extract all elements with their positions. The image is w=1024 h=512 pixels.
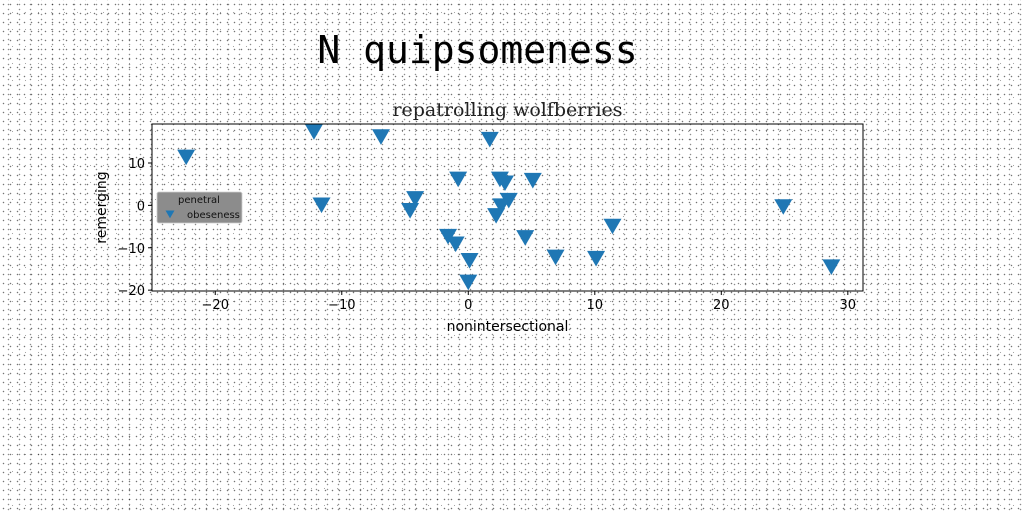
x-axis: −20 −10 0 10 20 30: [202, 291, 857, 313]
y-tick-label: −20: [118, 284, 145, 299]
chart-title: repatrolling wolfberries: [392, 99, 622, 121]
x-tick-label: 0: [464, 298, 472, 313]
scatter-point: [603, 218, 622, 235]
scatter-point: [492, 198, 511, 214]
scatter-point: [312, 197, 331, 214]
scatter-point: [774, 199, 793, 215]
scatter-point: [495, 175, 514, 192]
legend: penetral obeseness: [156, 191, 243, 224]
scatter-point: [371, 129, 390, 145]
scatter-point: [822, 259, 841, 275]
figure-suptitle: N quipsomeness: [317, 28, 638, 72]
scatter-point: [401, 203, 420, 219]
scatter-point: [304, 124, 323, 140]
x-axis-label: nonintersectional: [447, 319, 569, 335]
y-axis-label: remerging: [94, 171, 110, 243]
scatter-point: [406, 191, 425, 207]
y-tick-label: 0: [137, 199, 145, 214]
y-axis: −20 −10 0 10: [118, 157, 152, 299]
x-tick-label: 10: [587, 298, 604, 313]
x-tick-label: −10: [328, 298, 355, 313]
y-tick-label: 10: [128, 157, 145, 172]
scatter-point: [587, 250, 606, 267]
legend-title: penetral: [178, 195, 220, 206]
x-tick-label: −20: [202, 298, 229, 313]
scatter-point: [487, 208, 506, 224]
scatter-point: [459, 274, 478, 291]
y-tick-label: −10: [118, 242, 145, 257]
x-tick-label: 20: [713, 298, 730, 313]
scatter-point: [460, 253, 479, 269]
x-tick-label: 30: [840, 298, 857, 313]
scatter-point: [480, 131, 499, 148]
axes-frame: [151, 123, 864, 292]
legend-box: [156, 191, 243, 224]
scatter-point: [546, 249, 565, 266]
scatter-point: [523, 172, 542, 189]
scatter-point: [516, 230, 535, 246]
legend-label-obeseness: obeseness: [187, 210, 240, 221]
legend-marker-obeseness: [165, 210, 175, 219]
scatter-point: [449, 171, 468, 188]
points-layer: [177, 124, 841, 291]
scatter-point: [177, 149, 196, 166]
scatter-point: [446, 236, 465, 253]
